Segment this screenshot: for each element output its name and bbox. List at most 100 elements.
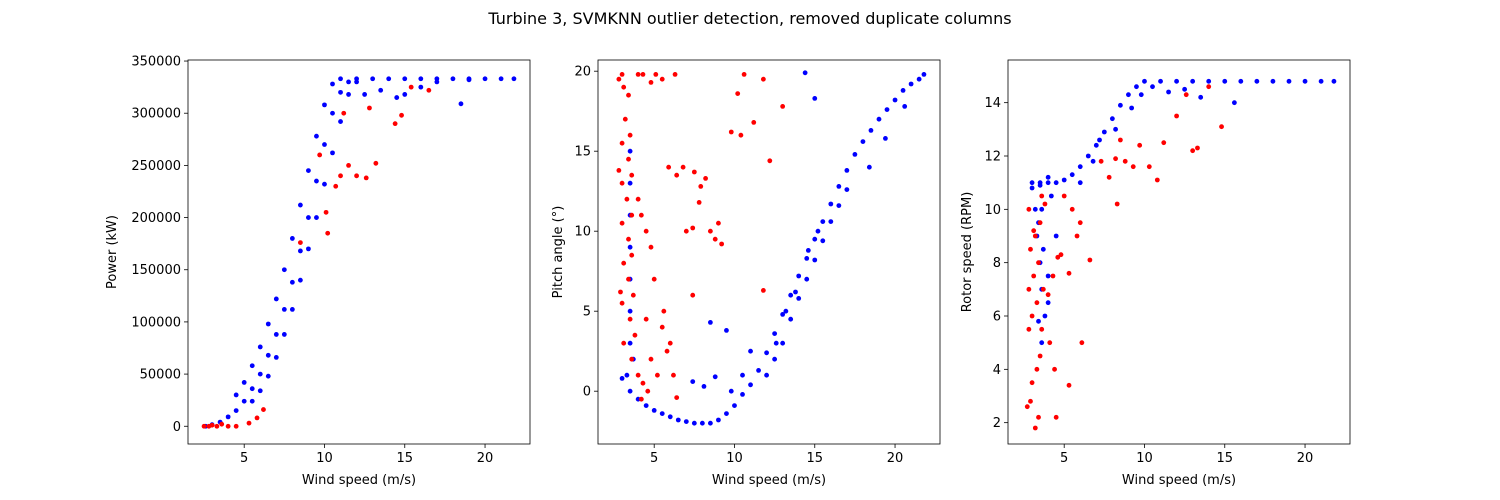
scatter-point: [672, 72, 678, 77]
scatter-point: [627, 148, 633, 154]
scatter-point: [783, 308, 789, 314]
y-tick-label: 5: [583, 305, 591, 320]
scatter-point: [767, 158, 773, 164]
scatter-point: [651, 408, 657, 413]
scatter-point: [772, 331, 778, 336]
scatter-point: [618, 289, 623, 295]
scatter-point: [760, 76, 766, 82]
scatter-point: [434, 79, 440, 85]
x-axis-label: Wind speed (m/s): [1122, 473, 1236, 488]
scatter-point: [1061, 193, 1067, 199]
scatter-point: [627, 388, 633, 394]
scatter-point: [281, 332, 287, 337]
scatter-point: [805, 248, 811, 253]
scatter-points: [1024, 78, 1337, 431]
scatter-point: [1036, 414, 1041, 420]
scatter-point: [748, 382, 753, 388]
scatter-point: [621, 84, 627, 90]
y-axis-label: Rotor speed (RPM): [960, 192, 975, 313]
scatter-point: [1066, 270, 1072, 276]
scatter-point: [667, 414, 673, 420]
scatter-point: [1158, 78, 1163, 84]
scatter-point: [645, 388, 651, 394]
scatter-point: [281, 267, 287, 273]
scatter-point: [1028, 246, 1033, 252]
axes-frame: [187, 59, 531, 445]
scatter-point: [1097, 137, 1102, 143]
scatter-point: [338, 76, 343, 82]
scatter-point: [418, 84, 424, 90]
scatter-point: [630, 292, 636, 298]
scatter-point: [902, 104, 908, 109]
scatter-point: [1117, 137, 1123, 143]
scatter-point: [627, 308, 633, 314]
scatter-point: [354, 173, 359, 179]
y-tick-label: 200000: [131, 211, 181, 226]
scatter-point: [619, 72, 625, 77]
scatter-point: [626, 92, 631, 98]
scatter-point: [249, 386, 255, 392]
scatter-point: [209, 422, 215, 428]
scatter-point: [624, 372, 630, 378]
scatter-point: [450, 76, 456, 82]
scatter-point: [659, 411, 665, 416]
scatter-point: [1098, 158, 1104, 164]
scatter-point: [1026, 286, 1032, 292]
scatter-point: [1029, 185, 1035, 191]
scatter-point: [796, 296, 802, 301]
series-outliers: [1024, 84, 1224, 431]
scatter-point: [1045, 174, 1051, 180]
scatter-point: [804, 276, 810, 282]
y-tick-label: 250000: [131, 159, 181, 174]
scatter-point: [699, 420, 705, 426]
scatter-point: [314, 178, 319, 184]
subplot-pitch: 5 10 15 20 0 5 10 15 20 Wind speed (m/s) Pitch ang…: [551, 59, 941, 488]
series-outliers: [201, 84, 432, 429]
scatter-point: [640, 380, 646, 386]
scatter-point: [844, 187, 850, 193]
scatter-point: [225, 423, 231, 429]
scatter-point: [323, 209, 329, 215]
scatter-point: [764, 372, 769, 378]
scatter-point: [788, 316, 794, 322]
scatter-point: [876, 116, 882, 122]
scatter-point: [764, 350, 769, 356]
scatter-point: [1183, 92, 1189, 98]
scatter-point: [648, 244, 654, 250]
scatter-point: [338, 173, 343, 179]
scatter-point: [666, 164, 672, 170]
scatter-point: [1074, 233, 1080, 239]
scatter-point: [317, 152, 323, 158]
scatter-point: [701, 384, 707, 389]
scatter-point: [1037, 182, 1043, 188]
scatter-point: [1079, 340, 1085, 346]
scatter-point: [1182, 86, 1188, 92]
scatter-point: [712, 374, 718, 380]
scatter-point: [751, 120, 757, 125]
y-tick-label: 100000: [131, 315, 181, 330]
scatter-point: [225, 414, 231, 420]
scatter-point: [780, 104, 786, 109]
scatter-point: [691, 420, 697, 426]
y-axis-label: Pitch angle (°): [551, 206, 566, 299]
scatter-point: [740, 392, 745, 397]
scatter-point: [659, 76, 665, 82]
scatter-point: [626, 156, 631, 162]
scatter-point: [724, 328, 729, 333]
scatter-point: [921, 72, 927, 77]
scatter-point: [1034, 366, 1040, 372]
scatter-point: [1101, 129, 1107, 135]
scatter-point: [1270, 78, 1276, 84]
scatter-point: [900, 88, 906, 93]
scatter-point: [1039, 340, 1045, 346]
scatter-point: [330, 81, 335, 87]
scatter-point: [1254, 78, 1260, 84]
scatter-point: [314, 215, 319, 220]
scatter-point: [619, 300, 625, 306]
scatter-point: [812, 236, 818, 242]
scatter-point: [1137, 142, 1143, 148]
scatter-point: [793, 289, 798, 295]
scatter-point: [812, 96, 818, 101]
scatter-point: [482, 76, 488, 82]
scatter-point: [866, 164, 872, 170]
